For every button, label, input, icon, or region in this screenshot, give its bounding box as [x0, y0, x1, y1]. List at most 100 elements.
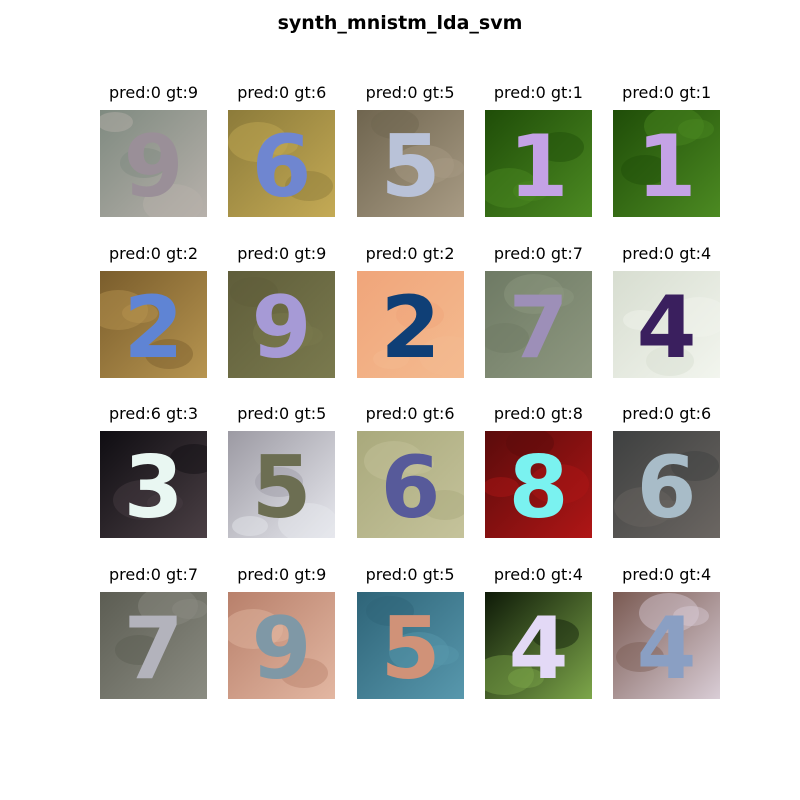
sample-image-svg: 6: [228, 110, 336, 217]
sample-image: 1: [613, 110, 721, 217]
texture-blob: [678, 119, 715, 139]
cell-title: pred:0 gt:5: [237, 404, 327, 424]
sample-image-svg: 4: [613, 592, 721, 700]
texture-blob: [484, 322, 529, 353]
handwritten-digit: 2: [124, 278, 184, 378]
texture-blob: [100, 112, 133, 132]
cell-title: pred:0 gt:2: [108, 243, 199, 263]
texture-blob: [535, 132, 584, 162]
image-background: [356, 592, 464, 700]
sample-image: 2: [356, 270, 464, 378]
texture-blob: [100, 289, 148, 330]
handwritten-digit: 4: [637, 278, 697, 378]
texture-blob: [395, 299, 444, 330]
sample-image: 7: [484, 270, 592, 378]
cell-title: pred:0 gt:2: [365, 243, 455, 263]
texture-blob: [484, 168, 539, 208]
cell-title: pred:0 gt:7: [108, 565, 199, 585]
image-background: [356, 431, 464, 539]
sample-image-svg: 2: [100, 270, 207, 378]
sample-image-svg: 9: [228, 270, 336, 378]
image-background: [100, 110, 207, 217]
texture-blob: [646, 345, 695, 376]
texture-blob: [365, 596, 414, 627]
handwritten-digit: 4: [508, 599, 568, 699]
image-background: [613, 431, 721, 539]
cell-title: pred:0 gt:5: [365, 83, 455, 102]
texture-blob: [503, 273, 564, 314]
texture-blob: [262, 135, 299, 155]
sample-image-svg: 1: [484, 110, 592, 217]
sample-image-svg: 4: [484, 592, 592, 700]
handwritten-digit: 4: [637, 599, 697, 699]
handwritten-digit: 1: [637, 117, 697, 217]
sample-image: 2: [100, 270, 207, 378]
sample-image-svg: 8: [484, 431, 592, 539]
texture-blob: [528, 464, 589, 505]
texture-blob: [147, 493, 183, 514]
texture-blob: [285, 171, 334, 201]
handwritten-digit: 6: [380, 438, 440, 538]
texture-blob: [228, 609, 284, 650]
texture-blob: [170, 444, 207, 475]
image-background: [228, 431, 336, 539]
image-background: [100, 592, 207, 700]
texture-blob: [505, 431, 554, 459]
sample-image: 9: [228, 270, 336, 378]
image-background: [613, 110, 721, 217]
image-background: [356, 110, 464, 217]
texture-blob: [621, 155, 670, 185]
texture-blob: [143, 184, 203, 217]
handwritten-digit: 5: [252, 438, 312, 538]
handwritten-digit: 5: [380, 599, 440, 699]
texture-blob: [370, 110, 419, 139]
texture-blob: [530, 619, 579, 650]
image-background: [228, 270, 336, 378]
texture-blob: [507, 668, 544, 689]
handwritten-digit: 5: [380, 117, 440, 217]
sample-image: 4: [613, 592, 721, 700]
sample-image: 6: [613, 431, 721, 539]
sample-image: 5: [356, 592, 464, 700]
sample-image: 5: [228, 431, 336, 539]
image-background: [100, 270, 207, 378]
texture-blob: [232, 516, 269, 537]
sample-image: 4: [613, 270, 721, 378]
texture-blob: [145, 338, 193, 369]
texture-blob: [623, 309, 660, 330]
sample-image-svg: 4: [613, 270, 721, 378]
texture-blob: [363, 441, 424, 482]
handwritten-digit: 3: [124, 438, 184, 538]
cell-title: pred:0 gt:6: [622, 404, 712, 424]
texture-blob: [120, 148, 168, 178]
texture-blob: [648, 500, 685, 521]
texture-blob: [372, 348, 409, 369]
texture-blob: [257, 622, 294, 643]
cell-title: pred:0 gt:4: [622, 243, 712, 263]
cell-title: pred:0 gt:9: [108, 83, 199, 102]
cell-title: pred:0 gt:6: [365, 404, 455, 424]
sample-image-svg: 3: [100, 431, 207, 539]
image-background: [228, 110, 336, 217]
handwritten-digit: 8: [508, 438, 568, 538]
texture-blob: [614, 487, 675, 528]
sample-image: 7: [100, 592, 207, 700]
image-background: [613, 592, 721, 700]
sample-image-svg: 2: [356, 270, 464, 378]
image-background: [613, 270, 721, 378]
cell-title: pred:0 gt:4: [493, 565, 583, 585]
texture-blob: [512, 181, 549, 201]
handwritten-digit: 6: [637, 438, 697, 538]
handwritten-digit: 9: [252, 599, 312, 699]
sample-image: 5: [356, 110, 464, 217]
texture-blob: [388, 632, 449, 673]
image-background: [356, 270, 464, 378]
sample-image-svg: 1: [613, 110, 721, 217]
handwritten-digit: 6: [252, 117, 312, 217]
handwritten-digit: 2: [380, 278, 440, 378]
handwritten-digit: 9: [252, 278, 312, 378]
sample-image-svg: 5: [356, 592, 464, 700]
figure-title: synth_mnistm_lda_svm: [277, 12, 523, 34]
sample-image-svg: 6: [356, 431, 464, 539]
cell-title: pred:0 gt:9: [237, 565, 327, 585]
